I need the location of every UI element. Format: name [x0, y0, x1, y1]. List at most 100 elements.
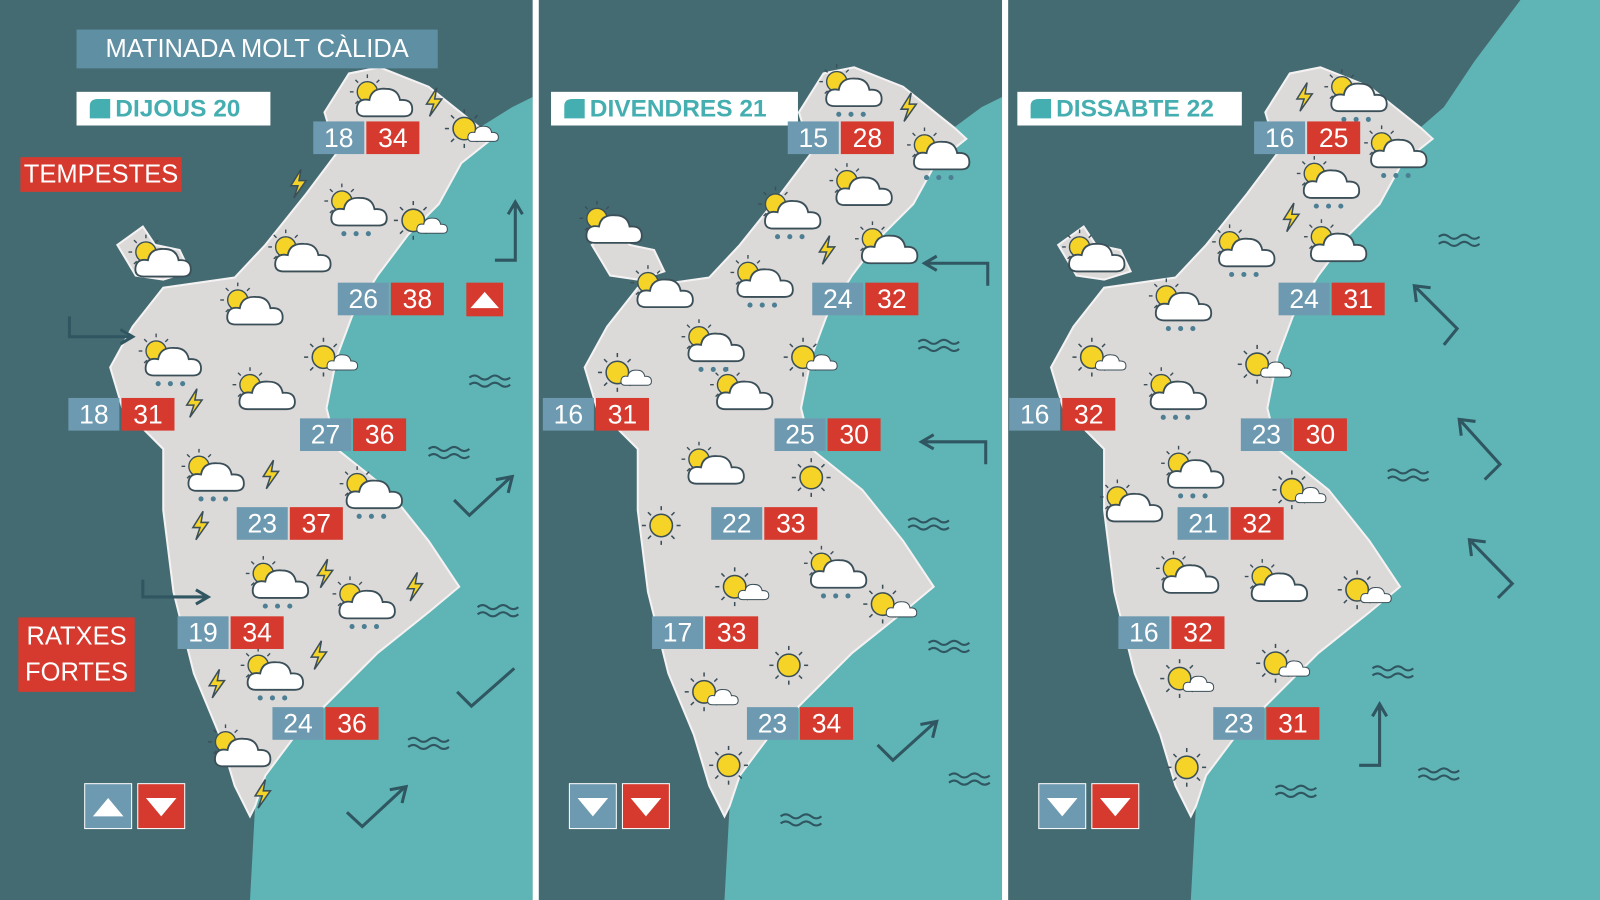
wind-arrow — [456, 667, 516, 709]
trend-arrow — [470, 291, 499, 309]
wind-arrow — [345, 784, 409, 829]
min-temp-box — [1240, 418, 1292, 452]
max-temp-box — [390, 282, 444, 316]
max-temp: 31 — [608, 399, 637, 429]
max-temp: 33 — [776, 508, 806, 538]
wave — [1387, 475, 1430, 482]
wave — [1274, 791, 1317, 798]
wave — [907, 524, 950, 531]
trend-arrow — [145, 797, 177, 817]
wave — [1371, 672, 1414, 679]
min-temp-box — [68, 397, 120, 431]
day-box — [1017, 91, 1242, 126]
gusts-label: RATXES — [26, 623, 126, 651]
max-temp: 38 — [403, 284, 433, 314]
min-temp-box — [1213, 707, 1265, 740]
title: MATINADA MOLT CÀLIDA — [106, 34, 409, 63]
divider — [532, 0, 539, 900]
wave — [927, 639, 971, 646]
min-temp-box — [711, 507, 763, 540]
max-temp-box — [366, 121, 420, 155]
max-temp-box — [840, 121, 894, 155]
min-temp: 16 — [554, 399, 584, 429]
trend-arrow — [577, 797, 609, 817]
min-temp-box — [787, 121, 839, 155]
min-temp: 16 — [1020, 399, 1050, 429]
min-temp: 16 — [1129, 618, 1159, 648]
min-temp: 23 — [1252, 420, 1282, 450]
max-temp-box — [1171, 616, 1225, 649]
max-temp: 36 — [337, 708, 367, 738]
max-temp-box — [705, 616, 759, 649]
min-temp: 17 — [663, 618, 692, 648]
max-temp: 33 — [717, 618, 747, 648]
max-temp-box — [865, 282, 919, 316]
min-temp-box — [1009, 397, 1061, 431]
max-temp-box — [353, 418, 407, 452]
min-temp-box — [236, 507, 288, 540]
max-temp: 32 — [1074, 399, 1104, 429]
max-temp: 32 — [1183, 618, 1213, 648]
max-temp-box — [764, 507, 818, 540]
day-label: DISSABTE 22 — [1056, 96, 1214, 123]
min-temp-box — [812, 282, 864, 316]
day-icon — [1030, 98, 1052, 119]
trend-arrow — [92, 797, 124, 817]
wave — [927, 646, 971, 654]
sea — [724, 96, 1003, 900]
wind-arrow — [1467, 538, 1515, 600]
max-temp: 30 — [839, 420, 869, 450]
max-temp-box — [1293, 418, 1347, 452]
max-temp-box — [827, 418, 881, 452]
wave — [1371, 665, 1414, 672]
min-temp: 23 — [758, 708, 787, 738]
panel: DISSABTE 22 16 25 24 31 16 32 23 30 21 32 16 32 23 31 — [1009, 0, 1600, 900]
wave — [468, 374, 511, 381]
wave — [468, 381, 511, 388]
min-temp-box — [337, 282, 389, 316]
min-temp: 22 — [722, 508, 751, 538]
wind-arrow — [1359, 701, 1389, 767]
max-temp: 31 — [133, 399, 163, 429]
wind-arrow — [1412, 283, 1460, 346]
max-temp: 34 — [812, 708, 842, 738]
min-temp-box — [746, 707, 798, 740]
max-temp-box — [595, 397, 649, 431]
gusts-box — [18, 617, 135, 692]
min-temp: 19 — [188, 618, 218, 648]
wave — [1387, 468, 1430, 475]
divider — [1002, 0, 1009, 900]
max-temp-box — [289, 507, 343, 540]
wind-arrow — [452, 474, 515, 518]
wave — [476, 604, 520, 611]
wave — [427, 453, 471, 460]
panel: DIJOUS 20 18 34 26 38 18 31 27 36 23 37 19 34 24 36 — [67, 66, 533, 900]
title-box — [76, 29, 438, 69]
wave — [476, 611, 520, 618]
wave — [917, 345, 960, 353]
max-temp-box — [1307, 121, 1361, 155]
min-temp-box — [1177, 507, 1229, 540]
wind-arrow — [494, 199, 524, 262]
min-temp: 26 — [349, 284, 379, 314]
storms-box — [20, 157, 182, 192]
min-temp: 24 — [1289, 284, 1319, 314]
min-temp-box — [1254, 121, 1306, 155]
wave — [948, 772, 991, 779]
max-temp: 34 — [378, 123, 408, 153]
max-temp: 31 — [1278, 708, 1308, 738]
wave — [1438, 233, 1481, 240]
max-temp-box — [325, 707, 379, 740]
wave — [427, 445, 471, 453]
trend-arrow — [1100, 797, 1131, 817]
min-temp-box — [272, 707, 324, 740]
max-temp-box — [1230, 507, 1284, 540]
wave — [1417, 767, 1460, 774]
wind-arrow — [921, 254, 990, 286]
wave — [1274, 784, 1317, 791]
trend-arrow — [630, 797, 662, 817]
trend-arrow — [1046, 797, 1078, 817]
wave — [779, 813, 823, 820]
max-temp-box — [121, 397, 175, 431]
day-icon — [89, 98, 111, 119]
